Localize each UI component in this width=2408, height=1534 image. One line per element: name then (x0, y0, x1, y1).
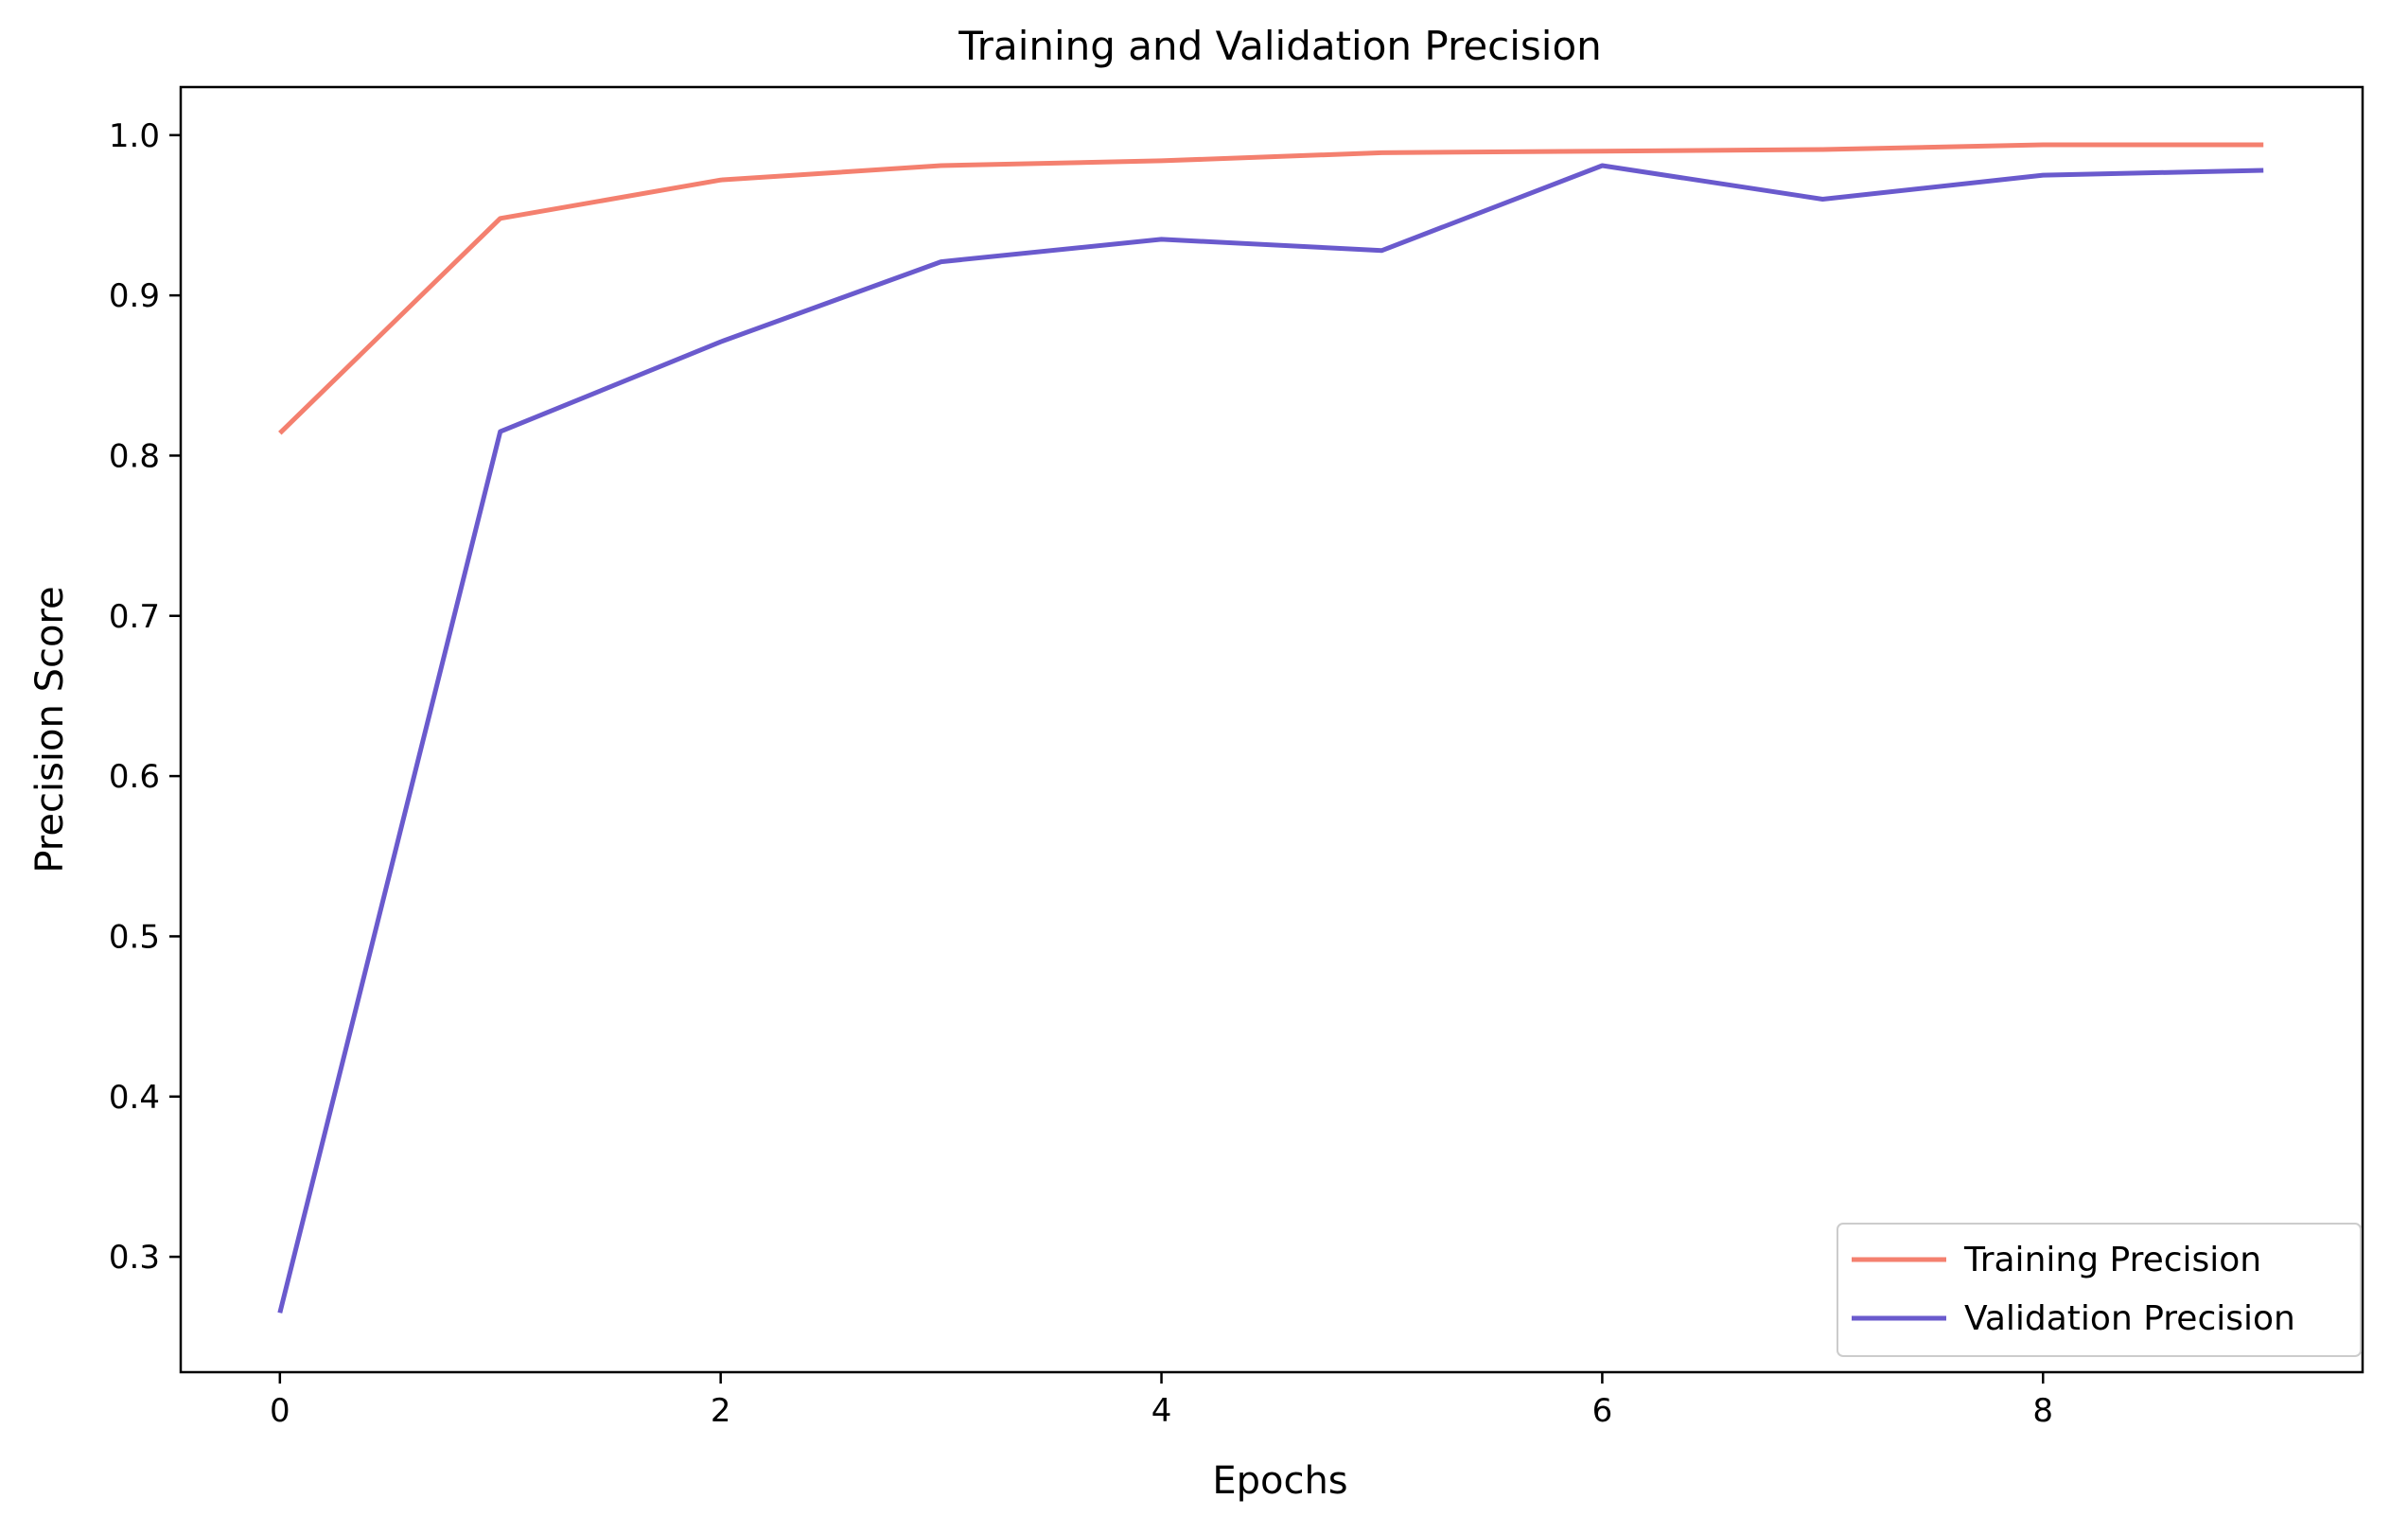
x-tick-label: 4 (1151, 1392, 1172, 1430)
legend-label-validation: Validation Precision (1964, 1299, 2295, 1338)
y-axis-title: Precision Score (28, 586, 72, 873)
validation-precision-line (277, 163, 2264, 1314)
legend-box (1837, 1223, 2362, 1357)
y-tick-label: 1.0 (109, 117, 160, 155)
y-tick-label: 0.5 (109, 918, 160, 956)
y-tick-label: 0.6 (109, 758, 160, 796)
y-tick-label: 0.8 (109, 437, 160, 475)
y-tick-label: 0.3 (109, 1239, 160, 1277)
tick-layer: 0 2 4 6 8 0.3 0.4 0.5 0.6 0.7 0.8 0.9 1.0 (109, 117, 2053, 1430)
y-tick-label: 0.4 (109, 1079, 160, 1117)
y-tick-label: 0.7 (109, 598, 160, 636)
legend: Training Precision Validation Precision (1837, 1223, 2362, 1357)
plot-frame (179, 85, 2364, 1374)
x-tick-label: 0 (270, 1392, 290, 1430)
legend-label-training: Training Precision (1963, 1241, 2261, 1279)
training-precision-line (278, 142, 2264, 435)
x-tick-label: 6 (1592, 1392, 1613, 1430)
series-layer (277, 142, 2264, 1314)
y-tick-label: 0.9 (109, 277, 160, 315)
x-tick-label: 8 (2032, 1392, 2053, 1430)
x-axis-title: Epochs (1212, 1459, 1347, 1503)
x-tick-label: 2 (711, 1392, 731, 1430)
chart-title: Training and Validation Precision (958, 23, 1602, 69)
